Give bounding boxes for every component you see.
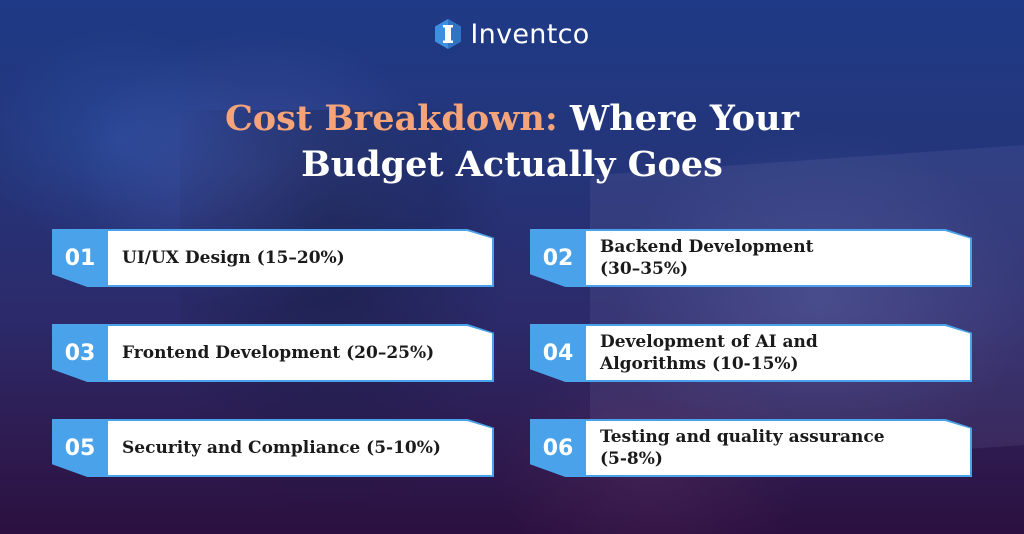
brand-logo: Inventco: [0, 18, 1024, 50]
item-label: Testing and quality assurance (5-8%): [600, 427, 885, 469]
cost-item-card: 06 Testing and quality assurance (5-8%): [530, 419, 972, 477]
cost-item-card: 05 Security and Compliance (5-10%): [52, 419, 494, 477]
item-label: Security and Compliance (5-10%): [122, 438, 441, 458]
item-label: Development of AI and Algorithms (10-15%…: [600, 332, 818, 374]
cost-item-card: 01 UI/UX Design (15–20%): [52, 229, 494, 287]
title-accent: Cost Breakdown:: [224, 98, 558, 139]
item-label: Backend Development (30–35%): [600, 237, 814, 279]
item-number: 04: [542, 340, 574, 366]
item-number: 06: [542, 435, 574, 461]
item-number: 03: [64, 340, 96, 366]
hexagon-i-logo-icon: [434, 18, 462, 50]
item-number: 01: [64, 245, 96, 271]
item-number: 05: [64, 435, 96, 461]
cost-item-card: 04 Development of AI and Algorithms (10-…: [530, 324, 972, 382]
item-label: UI/UX Design (15–20%): [122, 248, 345, 268]
item-label: Frontend Development (20–25%): [122, 343, 435, 363]
brand-name: Inventco: [470, 18, 590, 50]
page-title: Cost Breakdown: Where Your Budget Actual…: [0, 96, 1024, 188]
cost-item-card: 03 Frontend Development (20–25%): [52, 324, 494, 382]
title-line2: Budget Actually Goes: [301, 144, 723, 185]
item-number: 02: [542, 245, 574, 271]
title-rest: Where Your: [557, 98, 800, 139]
cost-item-card: 02 Backend Development (30–35%): [530, 229, 972, 287]
